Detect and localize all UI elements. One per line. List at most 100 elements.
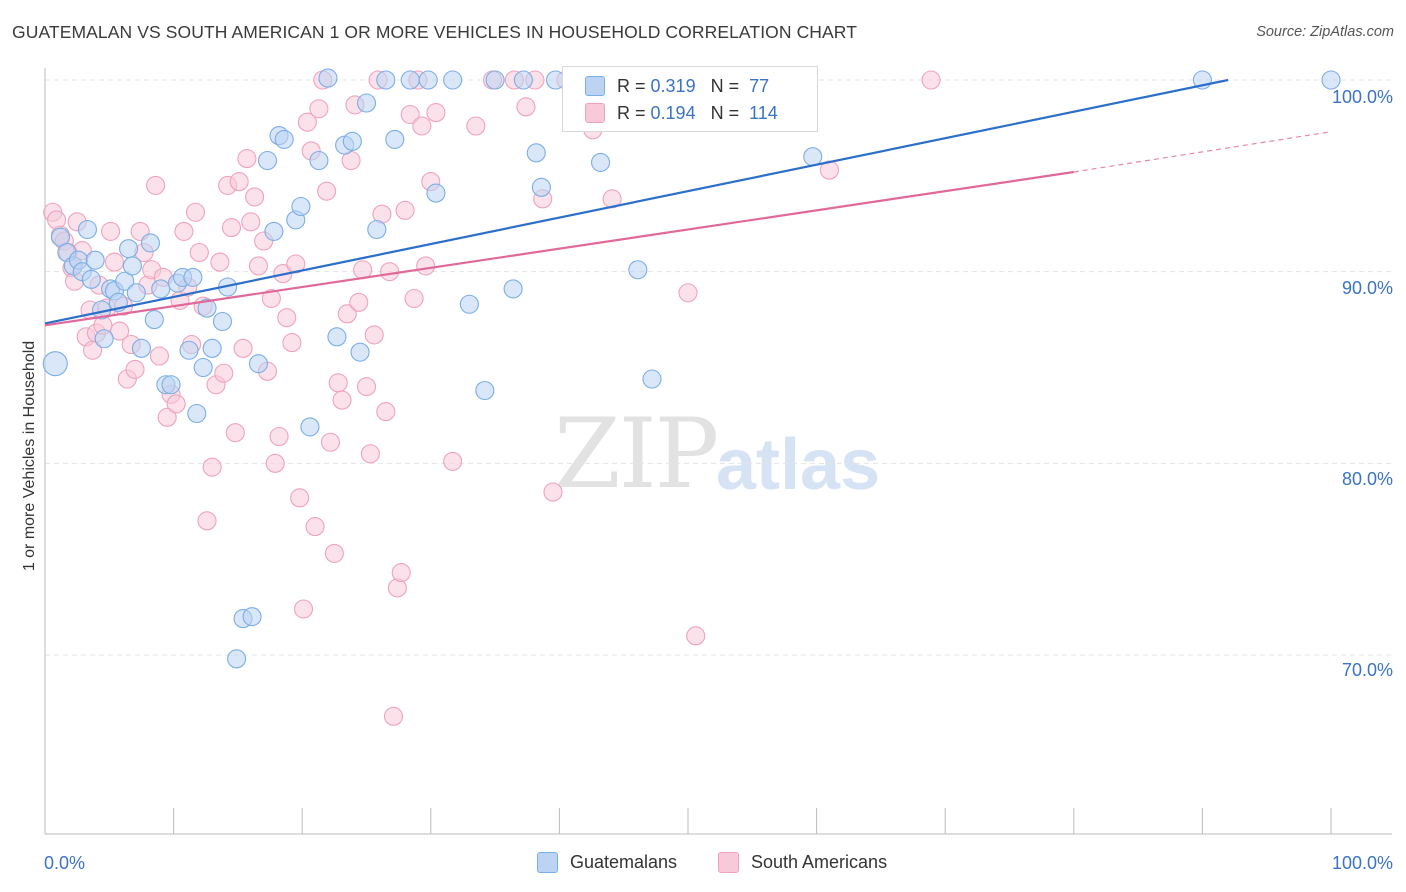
guatemalan-point: [179, 340, 199, 360]
south-american-point: [189, 242, 209, 263]
guatemalan-point: [513, 70, 533, 90]
guatemalan-point: [161, 375, 181, 395]
guatemalan-point: [193, 357, 213, 378]
guatemalan-point: [327, 327, 347, 347]
south-american-point: [248, 256, 269, 276]
legend-n-label: N =: [710, 102, 740, 123]
y-tick-label: 80.0%: [1342, 469, 1393, 489]
south-american-point: [290, 488, 310, 508]
south-american-point: [332, 390, 352, 410]
guatemalan-point: [115, 271, 135, 291]
south-american-point: [383, 706, 404, 726]
y-tick-label: 70.0%: [1342, 660, 1393, 680]
south-american-point: [426, 103, 446, 123]
south-american-point: [328, 373, 348, 393]
south-american-point: [125, 359, 145, 379]
guatemalan-point: [367, 219, 387, 240]
legend-swatch-pink: [585, 103, 605, 123]
south-american-point: [210, 252, 230, 272]
legend-r-label: R =: [617, 75, 646, 96]
legend-item-south-americans: South Americans: [718, 852, 887, 873]
guatemalan-point: [342, 131, 362, 151]
south-american-point: [297, 112, 317, 132]
legend-n-label: N =: [710, 75, 740, 96]
chart-title: GUATEMALAN VS SOUTH AMERICAN 1 OR MORE V…: [12, 22, 858, 42]
guatemalan-point: [591, 152, 611, 172]
legend: R = 0.319 N = 77 R = 0.194 N = 114: [562, 66, 818, 132]
south-american-point: [317, 181, 337, 201]
guatemalan-point: [119, 239, 139, 259]
x-tick-label: 0.0%: [44, 853, 85, 873]
south-american-point: [174, 221, 194, 241]
south-american-point: [543, 482, 563, 502]
legend-n-value: 77: [749, 75, 770, 96]
guatemalan-point: [183, 267, 203, 287]
guatemalan-point: [248, 354, 269, 374]
legend-swatch-blue: [585, 76, 605, 96]
south-american-point: [229, 172, 249, 192]
y-tick-label: 90.0%: [1342, 278, 1393, 298]
guatemalan-point: [376, 70, 396, 90]
series-name-south-americans: South Americans: [751, 852, 888, 872]
guatemalan-point: [503, 279, 523, 299]
guatemalan-point: [151, 279, 171, 299]
guatemalan-point: [81, 269, 101, 289]
legend-row-guatemalans: R = 0.319 N = 77: [585, 73, 769, 99]
south-american-point: [404, 288, 424, 309]
south-americans-points: [43, 70, 941, 726]
south-american-point: [225, 423, 245, 443]
guatemalan-point: [274, 129, 294, 149]
guatemalan-point: [803, 147, 823, 167]
guatemalan-point: [242, 607, 262, 627]
south-american-point: [237, 149, 257, 169]
guatemalan-point: [443, 70, 463, 90]
legend-r-value: 0.319: [650, 75, 696, 96]
guatemalan-point: [144, 310, 164, 330]
guatemalan-point: [126, 283, 146, 303]
south-american-point: [261, 288, 281, 309]
legend-row-south-americans: R = 0.194 N = 114: [585, 100, 778, 126]
guatemalan-point: [257, 150, 278, 171]
south-americans-trend-extension: [1073, 131, 1332, 173]
guatemalan-point: [628, 260, 648, 280]
legend-r-value: 0.194: [650, 102, 696, 123]
guatemalan-point: [485, 70, 505, 90]
legend-r-label: R =: [617, 102, 646, 123]
south-american-point: [356, 377, 377, 397]
south-american-point: [364, 325, 384, 345]
south-american-point: [293, 599, 314, 619]
series-name-guatemalans: Guatemalans: [570, 852, 678, 872]
guatemalan-point: [400, 70, 420, 90]
south-american-point: [466, 116, 486, 136]
legend-swatch-blue: [537, 852, 558, 873]
south-american-point: [309, 99, 329, 119]
south-american-point: [391, 563, 411, 583]
south-american-point: [416, 256, 436, 276]
south-american-point: [221, 218, 242, 238]
guatemalan-point: [356, 93, 377, 113]
south-american-point: [146, 175, 166, 195]
guatemalan-point: [94, 329, 114, 349]
watermark-zip: ZIP: [554, 398, 719, 510]
y-tick-label: 100.0%: [1332, 87, 1393, 107]
south-american-point: [412, 116, 432, 136]
south-american-point: [101, 221, 121, 241]
south-american-point: [395, 200, 415, 220]
guatemalan-point: [300, 417, 320, 437]
guatemalan-point: [187, 403, 207, 424]
guatemalan-point: [264, 221, 284, 241]
south-american-point: [305, 517, 325, 537]
south-american-point: [921, 70, 941, 90]
guatemalan-point: [309, 150, 329, 171]
guatemalan-point: [85, 250, 105, 270]
axes: [44, 68, 1392, 835]
south-american-point: [337, 304, 357, 324]
legend-item-guatemalans: Guatemalans: [537, 852, 677, 873]
south-american-point: [443, 451, 463, 471]
south-american-point: [360, 444, 380, 464]
south-american-point: [265, 453, 285, 473]
guatemalan-point: [122, 256, 142, 276]
south-american-point: [400, 104, 420, 125]
south-american-point: [110, 321, 130, 341]
